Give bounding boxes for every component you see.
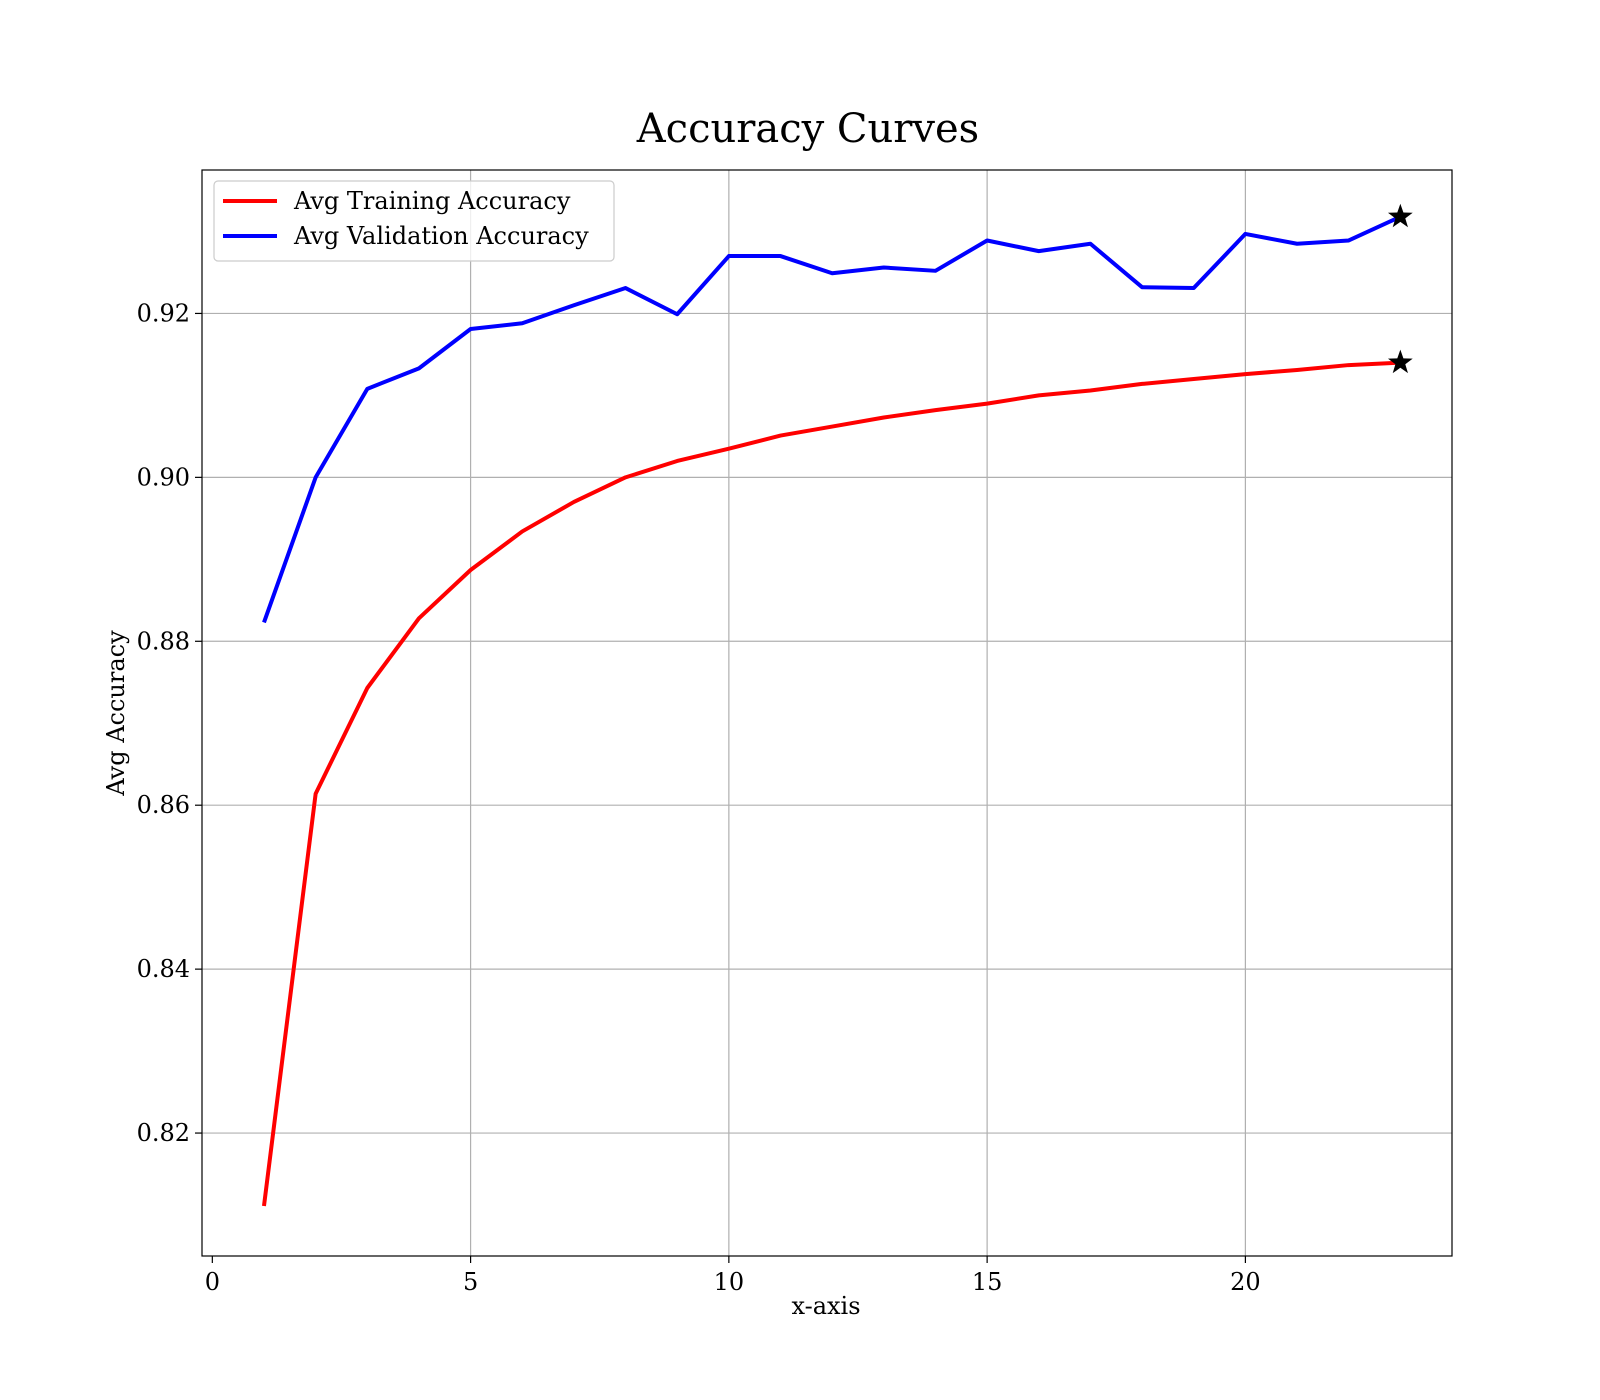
legend-label-0: Avg Training Accuracy	[293, 187, 571, 215]
series-line-1	[262, 214, 1402, 624]
star-marker-0	[1387, 349, 1413, 374]
x-tick-label-4: 20	[1230, 1268, 1261, 1296]
x-axis-label: x-axis	[791, 1292, 860, 1320]
series-layer	[261, 214, 1402, 1207]
y-tick-label-4: 0.90	[137, 463, 190, 491]
series-line-0	[261, 360, 1401, 1207]
marker-layer	[1387, 203, 1413, 374]
x-axis-ticks: 0 5 10 15 20	[205, 1256, 1261, 1296]
x-tick-label-0: 0	[205, 1268, 220, 1296]
x-tick-label-3: 15	[972, 1268, 1003, 1296]
y-tick-label-5: 0.92	[137, 299, 190, 327]
legend-box	[213, 180, 615, 262]
y-tick-label-2: 0.86	[137, 791, 190, 819]
y-axis-label: Avg Accuracy	[102, 630, 130, 797]
legend-label-1: Avg Validation Accuracy	[293, 222, 589, 250]
y-axis-ticks: 0.82 0.84 0.86 0.88 0.90 0.92	[137, 299, 202, 1147]
legend[interactable]: Avg Training Accuracy Avg Validation Accu…	[213, 180, 615, 262]
y-tick-label-0: 0.82	[137, 1119, 190, 1147]
chart-title: Accuracy Curves	[636, 106, 979, 152]
x-tick-label-1: 5	[463, 1268, 478, 1296]
grid-lines	[202, 170, 1452, 1256]
star-marker-1	[1387, 203, 1413, 228]
y-tick-label-3: 0.88	[137, 627, 190, 655]
y-tick-label-1: 0.84	[137, 955, 190, 983]
x-tick-label-2: 10	[714, 1268, 745, 1296]
plot-frame	[201, 169, 1453, 1257]
